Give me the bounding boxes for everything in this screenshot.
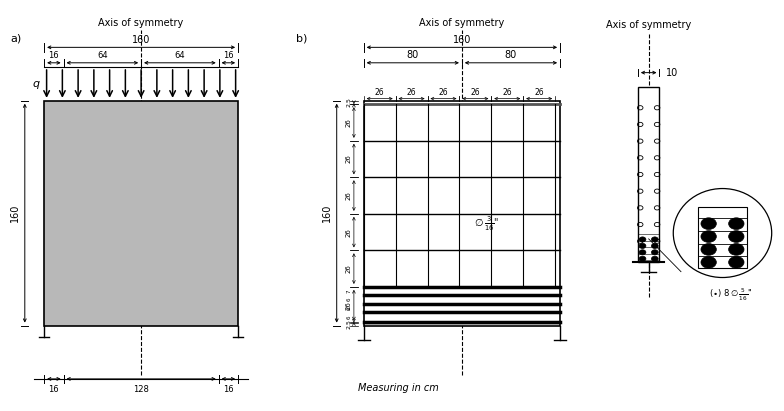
Circle shape	[701, 244, 717, 255]
Text: $(\bullet)\ 8\,\emptyset\,\frac{5}{16}$": $(\bullet)\ 8\,\emptyset\,\frac{5}{16}$"	[709, 287, 752, 303]
Circle shape	[701, 256, 717, 268]
Circle shape	[701, 218, 717, 229]
Text: 80: 80	[505, 50, 517, 60]
Text: a): a)	[10, 33, 21, 43]
Text: 6: 6	[347, 298, 351, 301]
Text: Axis of symmetry: Axis of symmetry	[419, 18, 504, 28]
Text: 160: 160	[321, 204, 332, 222]
Text: 6: 6	[347, 315, 351, 319]
Text: 2.5: 2.5	[347, 319, 351, 329]
Text: 160: 160	[10, 204, 20, 222]
Circle shape	[728, 218, 744, 229]
Circle shape	[652, 256, 659, 261]
Text: 160: 160	[452, 35, 471, 44]
Text: 128: 128	[133, 385, 149, 393]
Circle shape	[728, 244, 744, 255]
Bar	[638, 87, 659, 262]
Text: 64: 64	[97, 51, 107, 60]
Circle shape	[639, 237, 646, 242]
Text: 26: 26	[346, 155, 351, 164]
Circle shape	[701, 231, 717, 242]
Circle shape	[652, 250, 659, 255]
Text: 26: 26	[439, 88, 448, 97]
Circle shape	[728, 256, 744, 268]
Text: 26: 26	[535, 88, 544, 97]
Text: 26: 26	[346, 191, 351, 200]
Text: $\emptyset\,\frac{3}{16}$": $\emptyset\,\frac{3}{16}$"	[474, 215, 499, 233]
Text: 80: 80	[407, 50, 419, 60]
Text: 26: 26	[346, 301, 351, 309]
Text: 16: 16	[49, 51, 60, 60]
Text: q: q	[32, 79, 39, 89]
Text: 64: 64	[175, 51, 185, 60]
Text: 16: 16	[49, 385, 60, 393]
Text: 26: 26	[375, 88, 384, 97]
Circle shape	[728, 231, 744, 242]
Circle shape	[639, 256, 646, 261]
Bar	[364, 101, 560, 326]
Text: 26: 26	[470, 88, 480, 97]
Circle shape	[639, 250, 646, 255]
Text: 26: 26	[346, 228, 351, 236]
Text: 10: 10	[666, 68, 678, 78]
Circle shape	[652, 243, 659, 249]
Text: 160: 160	[132, 35, 151, 44]
Text: 7: 7	[347, 289, 351, 293]
Circle shape	[652, 237, 659, 242]
Circle shape	[639, 243, 646, 249]
Text: 26: 26	[346, 264, 351, 273]
Text: b): b)	[296, 33, 307, 43]
Bar	[44, 101, 238, 326]
Text: Axis of symmetry: Axis of symmetry	[99, 18, 183, 28]
Text: Axis of symmetry: Axis of symmetry	[606, 21, 691, 30]
Text: 2.5: 2.5	[347, 97, 351, 107]
Text: Measuring in cm: Measuring in cm	[358, 383, 438, 393]
Text: 26: 26	[503, 88, 512, 97]
Text: 16: 16	[223, 51, 234, 60]
Text: 26: 26	[346, 118, 351, 127]
Text: 16: 16	[223, 385, 234, 393]
Ellipse shape	[673, 189, 771, 277]
Text: 26: 26	[407, 88, 416, 97]
Text: 6: 6	[347, 306, 351, 310]
Bar	[698, 207, 747, 268]
